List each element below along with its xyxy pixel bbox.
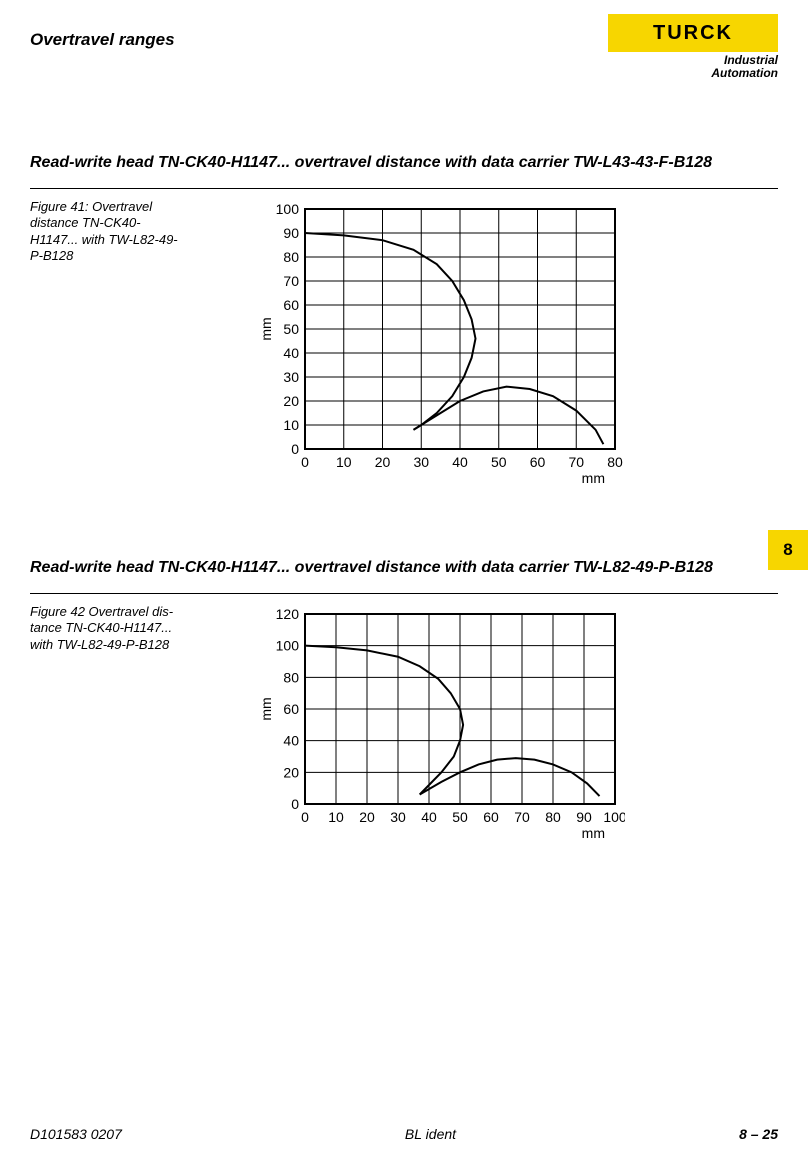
- chart-41-svg: 0 10 20 30 40 50 60 70 80 0 10 20 30 40 50 60 70 80 90 100 m…: [260, 199, 625, 489]
- page-title: Overtravel ranges: [30, 30, 175, 50]
- svg-text:90: 90: [283, 225, 299, 241]
- svg-text:70: 70: [568, 454, 584, 470]
- svg-text:40: 40: [421, 809, 437, 825]
- svg-text:80: 80: [607, 454, 623, 470]
- footer-title: BL ident: [405, 1126, 456, 1142]
- svg-text:0: 0: [291, 441, 299, 457]
- svg-text:70: 70: [283, 273, 299, 289]
- svg-text:mm: mm: [260, 317, 274, 340]
- svg-text:20: 20: [359, 809, 375, 825]
- section2-heading: Read-write head TN-CK40-H1147... overtra…: [30, 559, 778, 577]
- figure-42-chart: 0 10 20 30 40 50 60 70 80 90 100 0 20 40 60 80 100 120 mm m…: [190, 604, 778, 844]
- svg-text:80: 80: [545, 809, 561, 825]
- svg-text:60: 60: [483, 809, 499, 825]
- chart-42-svg: 0 10 20 30 40 50 60 70 80 90 100 0 20 40 60 80 100 120 mm m…: [260, 604, 625, 844]
- figure-42-caption: Figure 42 Overtravel dis-tance TN-CK40-H…: [30, 604, 190, 653]
- svg-text:0: 0: [301, 454, 309, 470]
- brand-logo-box: TURCK: [608, 14, 778, 52]
- svg-text:20: 20: [283, 764, 299, 780]
- svg-text:90: 90: [576, 809, 592, 825]
- figure-41-caption: Figure 41: Overtravel distance TN-CK40-H…: [30, 199, 190, 264]
- section-tab-label: 8: [783, 540, 792, 560]
- svg-text:40: 40: [452, 454, 468, 470]
- svg-text:100: 100: [276, 638, 300, 654]
- brand-sub-line2: Automation: [711, 66, 778, 80]
- svg-text:50: 50: [283, 321, 299, 337]
- svg-text:40: 40: [283, 345, 299, 361]
- svg-text:mm: mm: [582, 470, 605, 486]
- svg-text:80: 80: [283, 249, 299, 265]
- page: Overtravel ranges TURCK Industrial Autom…: [0, 0, 808, 1166]
- svg-text:30: 30: [390, 809, 406, 825]
- svg-text:100: 100: [603, 809, 625, 825]
- svg-text:20: 20: [375, 454, 391, 470]
- footer-doc-id: D101583 0207: [30, 1126, 122, 1142]
- svg-text:40: 40: [283, 733, 299, 749]
- section-tab: 8: [768, 530, 808, 570]
- brand-logo: TURCK Industrial Automation: [608, 14, 778, 80]
- page-footer: D101583 0207 BL ident 8 – 25: [30, 1126, 778, 1142]
- section1-rule: [30, 188, 778, 189]
- svg-text:60: 60: [283, 297, 299, 313]
- svg-text:10: 10: [283, 417, 299, 433]
- footer-page: 8 – 25: [739, 1126, 778, 1142]
- svg-text:120: 120: [276, 606, 300, 622]
- svg-text:mm: mm: [582, 825, 605, 841]
- svg-text:20: 20: [283, 393, 299, 409]
- section2-rule: [30, 593, 778, 594]
- svg-text:30: 30: [283, 369, 299, 385]
- svg-text:50: 50: [452, 809, 468, 825]
- figure-41-chart: 0 10 20 30 40 50 60 70 80 0 10 20 30 40 50 60 70 80 90 100 m…: [190, 199, 778, 489]
- page-header: Overtravel ranges TURCK Industrial Autom…: [30, 20, 778, 110]
- brand-name: TURCK: [653, 22, 733, 45]
- svg-text:0: 0: [291, 796, 299, 812]
- svg-text:50: 50: [491, 454, 507, 470]
- svg-text:60: 60: [283, 701, 299, 717]
- figure-42: Figure 42 Overtravel dis-tance TN-CK40-H…: [30, 604, 778, 844]
- section1-heading: Read-write head TN-CK40-H1147... overtra…: [30, 154, 778, 172]
- svg-text:0: 0: [301, 809, 309, 825]
- figure-41: Figure 41: Overtravel distance TN-CK40-H…: [30, 199, 778, 489]
- svg-text:70: 70: [514, 809, 530, 825]
- brand-sub-line1: Industrial: [724, 53, 778, 67]
- svg-text:mm: mm: [260, 697, 274, 720]
- svg-text:80: 80: [283, 669, 299, 685]
- svg-text:100: 100: [276, 201, 300, 217]
- svg-text:10: 10: [328, 809, 344, 825]
- svg-text:60: 60: [530, 454, 546, 470]
- svg-text:10: 10: [336, 454, 352, 470]
- brand-subtitle: Industrial Automation: [608, 54, 778, 80]
- svg-text:30: 30: [413, 454, 429, 470]
